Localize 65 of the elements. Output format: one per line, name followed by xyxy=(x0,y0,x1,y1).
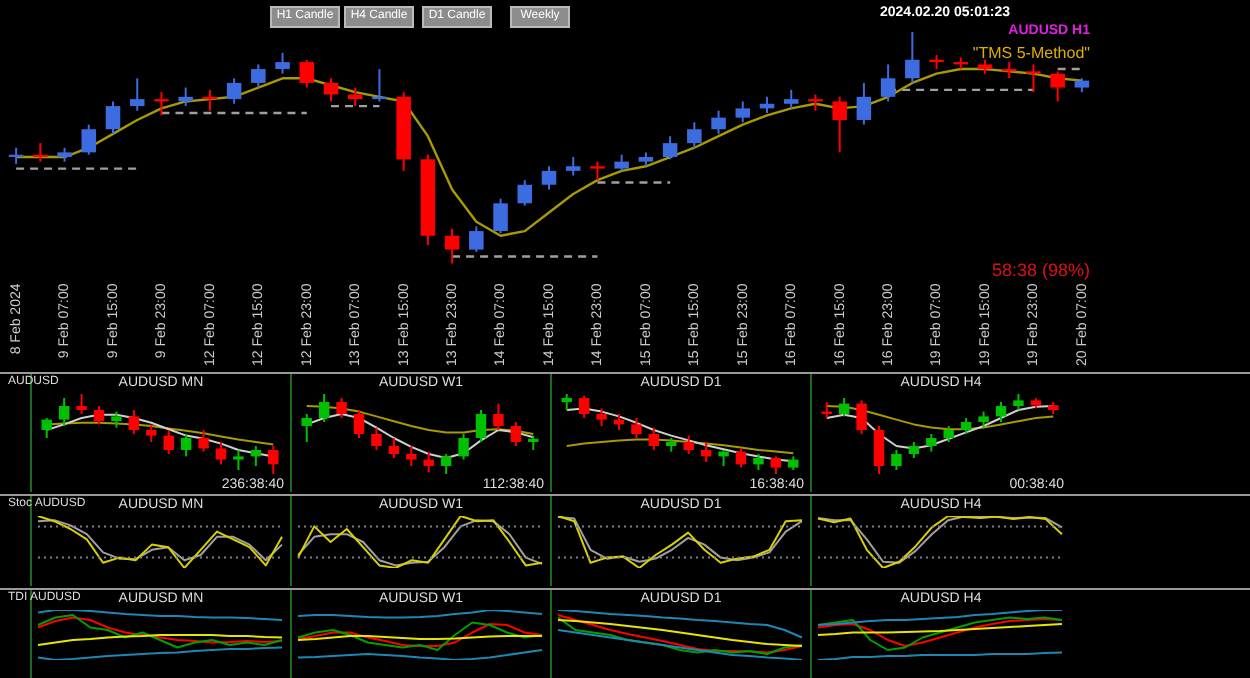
candlestick xyxy=(1050,70,1065,103)
candlestick xyxy=(444,227,460,265)
candlestick xyxy=(93,405,105,426)
candlestick xyxy=(905,31,920,84)
candlestick xyxy=(891,449,902,471)
candlestick xyxy=(178,86,193,108)
candlestick xyxy=(105,100,121,135)
candlestick xyxy=(517,179,533,207)
candlestick xyxy=(565,156,581,177)
annotation: 58:38 (98%) xyxy=(991,260,1090,280)
candlestick xyxy=(578,394,590,419)
candlestick xyxy=(541,165,557,191)
candlestick xyxy=(128,409,140,435)
candlestick xyxy=(215,441,227,466)
candlestick xyxy=(856,399,867,435)
candlestick xyxy=(783,88,799,110)
candlestick xyxy=(856,81,872,126)
candlestick xyxy=(318,393,330,423)
candlestick xyxy=(838,397,850,418)
candlestick xyxy=(711,109,726,135)
candlestick xyxy=(233,449,244,471)
candlestick xyxy=(648,426,660,451)
candlestick xyxy=(275,51,290,75)
candlestick xyxy=(590,160,605,182)
candlestick xyxy=(423,450,434,474)
candlestick xyxy=(735,100,751,124)
candlestick xyxy=(475,409,487,443)
annotation: "TMS 5-Method" xyxy=(972,44,1090,62)
candlestick xyxy=(226,77,242,105)
candlestick xyxy=(163,429,174,455)
candlestick xyxy=(700,441,712,463)
candlestick xyxy=(180,433,192,458)
candlestick xyxy=(301,413,312,443)
candlestick xyxy=(353,409,365,439)
candlestick xyxy=(58,397,70,427)
candlestick xyxy=(880,63,896,103)
candlestick xyxy=(832,95,847,154)
candlestick xyxy=(336,397,347,419)
candlestick xyxy=(440,453,452,475)
candlestick xyxy=(250,445,262,467)
candlestick xyxy=(1026,63,1041,94)
candlestick xyxy=(493,197,508,235)
candlestick xyxy=(406,445,417,467)
candlestick xyxy=(198,429,209,453)
candlestick xyxy=(469,225,484,253)
candlestick xyxy=(458,433,469,461)
candlestick xyxy=(76,393,87,415)
candlestick xyxy=(251,63,266,89)
candlestick xyxy=(493,402,504,431)
candlestick xyxy=(299,58,315,89)
candlestick xyxy=(510,421,522,447)
candlestick xyxy=(388,437,400,459)
candlestick xyxy=(371,426,382,451)
candlestick xyxy=(735,447,747,469)
candlestick xyxy=(683,434,694,455)
candlestick xyxy=(631,417,642,439)
candlestick xyxy=(323,77,339,103)
candlestick xyxy=(41,417,52,439)
candlestick xyxy=(687,121,702,149)
candlestick xyxy=(81,123,97,156)
candlestick xyxy=(268,445,279,475)
candlestick xyxy=(873,425,885,475)
candlestick xyxy=(129,77,145,112)
candlestick xyxy=(995,401,1007,423)
candlestick xyxy=(662,135,678,161)
